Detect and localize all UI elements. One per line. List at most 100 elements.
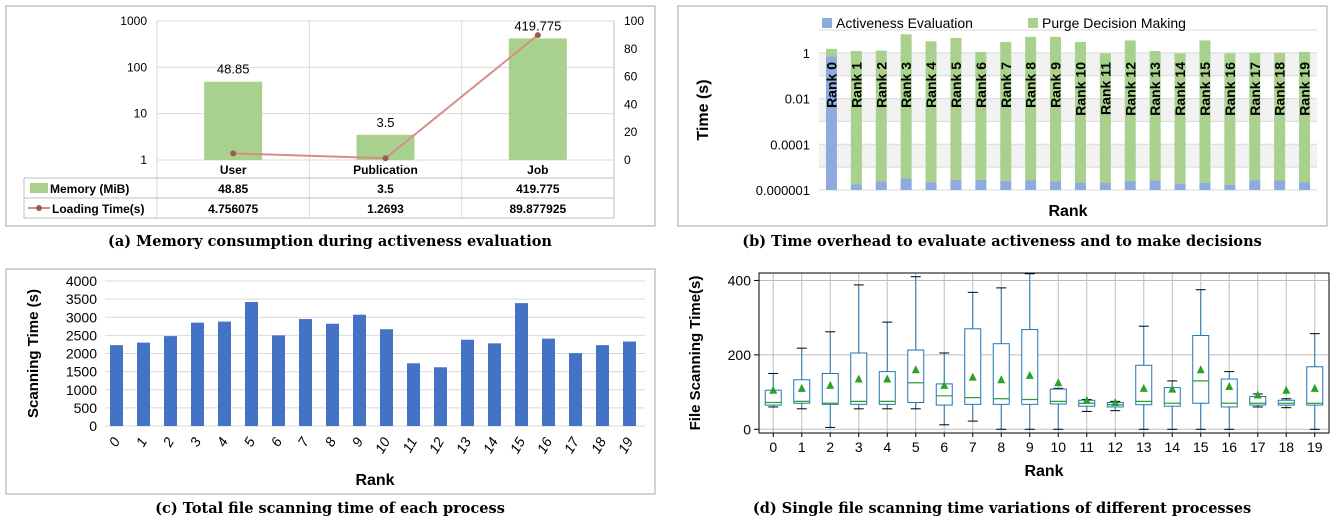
legend-swatch-activeness bbox=[822, 18, 832, 28]
bar-activeness bbox=[876, 181, 887, 190]
y-tick-label: 0 bbox=[89, 418, 97, 434]
legend-label-memory: Memory (MiB) bbox=[50, 182, 129, 196]
legend-swatch-memory bbox=[30, 183, 48, 193]
bar-category-label: Rank 18 bbox=[1272, 62, 1288, 116]
bar-scanning-time bbox=[353, 315, 366, 426]
bar-purge bbox=[1050, 37, 1061, 181]
y-tick-label: 2500 bbox=[66, 327, 97, 343]
x-tick-label: 15 bbox=[1193, 439, 1209, 455]
bar-category-label: Rank 17 bbox=[1247, 62, 1263, 116]
bar-scanning-time bbox=[569, 353, 582, 426]
bar-activeness bbox=[1100, 183, 1111, 190]
x-tick-label: 17 bbox=[560, 433, 582, 456]
legend-label-loading: Loading Time(s) bbox=[52, 202, 144, 216]
y-tick-label: 1 bbox=[803, 46, 810, 61]
x-tick-label: 12 bbox=[1107, 439, 1123, 455]
mean-marker bbox=[1254, 391, 1262, 399]
y-tick-label: 4000 bbox=[66, 273, 97, 289]
bar-scanning-time bbox=[137, 343, 150, 426]
y-tick-label: 0 bbox=[743, 421, 751, 437]
bar-category-label: Rank 6 bbox=[973, 62, 989, 108]
bar-category-label: Rank 7 bbox=[998, 62, 1014, 108]
x-axis-title: Rank bbox=[1024, 463, 1063, 480]
y-tick-label: 400 bbox=[728, 272, 752, 288]
bar-activeness bbox=[901, 178, 912, 190]
bar-category-label: Rank 5 bbox=[948, 62, 964, 108]
bar-scanning-time bbox=[623, 342, 636, 426]
grid-band bbox=[819, 144, 1317, 167]
bar-scanning-time bbox=[407, 363, 420, 426]
mean-marker bbox=[1111, 398, 1119, 406]
y2-tick-label: 40 bbox=[624, 97, 638, 111]
bar-scanning-time bbox=[164, 336, 177, 426]
bar-activeness bbox=[1025, 181, 1036, 190]
table-cell-memory: 419.775 bbox=[516, 182, 560, 196]
bar-activeness bbox=[1000, 181, 1011, 190]
grid-band bbox=[819, 53, 1317, 76]
bar-activeness bbox=[1150, 181, 1161, 190]
legend-marker-loading bbox=[36, 205, 42, 211]
x-tick-label: 11 bbox=[399, 435, 420, 456]
chart-d-boxplot: 0200400File Scanning Time(s)Rank0 1 2 3 4 5 6 7… bbox=[672, 265, 1333, 497]
legend-label-purge: Purge Decision Making bbox=[1042, 15, 1186, 31]
bar-scanning-time bbox=[245, 302, 258, 426]
x-tick-label: 3 bbox=[186, 434, 204, 449]
bar-category-label: Rank 8 bbox=[1023, 62, 1039, 108]
x-tick-label: 16 bbox=[1221, 439, 1237, 455]
x-tick-label: 7 bbox=[294, 433, 312, 449]
x-tick-label: 18 bbox=[587, 434, 609, 456]
y-tick-label: 3500 bbox=[66, 291, 97, 307]
x-tick-label: 19 bbox=[1307, 439, 1323, 455]
x-category-label: Publication bbox=[353, 163, 418, 177]
mean-marker bbox=[1054, 378, 1062, 386]
bar-category-label: Rank 1 bbox=[848, 62, 864, 108]
y2-tick-label: 80 bbox=[624, 42, 638, 56]
bar-activeness bbox=[1224, 185, 1235, 190]
bar-scanning-time bbox=[461, 340, 474, 426]
y-tick-label: 1 bbox=[140, 153, 147, 167]
caption-b: (b) Time overhead to evaluate activeness… bbox=[672, 233, 1332, 250]
table-cell-memory: 3.5 bbox=[377, 182, 394, 196]
x-category-label: Job bbox=[527, 163, 548, 177]
y2-tick-label: 60 bbox=[624, 70, 638, 84]
bar-scanning-time bbox=[191, 323, 204, 426]
y-tick-label: 3000 bbox=[66, 309, 97, 325]
box bbox=[965, 329, 981, 405]
bar-category-label: Rank 19 bbox=[1297, 62, 1313, 116]
x-tick-label: 1 bbox=[132, 435, 150, 450]
y-tick-label: 200 bbox=[728, 347, 752, 363]
x-tick-label: 6 bbox=[267, 434, 285, 449]
point-loading-time bbox=[383, 155, 389, 161]
bar-scanning-time bbox=[596, 345, 609, 426]
bar-activeness bbox=[1125, 181, 1136, 190]
bar-purge bbox=[826, 49, 837, 57]
chart-c-scanning-time: 05001000150020002500300035004000Scanning… bbox=[0, 265, 662, 497]
x-tick-label: 7 bbox=[969, 439, 977, 455]
bar-activeness bbox=[1075, 183, 1086, 190]
point-loading-time bbox=[230, 150, 236, 156]
bar-activeness bbox=[1249, 180, 1260, 190]
x-tick-label: 8 bbox=[321, 434, 339, 449]
y-tick-label: 500 bbox=[74, 400, 98, 416]
legend-label-activeness: Activeness Evaluation bbox=[836, 15, 973, 31]
bar-activeness bbox=[1274, 181, 1285, 190]
x-tick-label: 2 bbox=[159, 434, 177, 450]
bar-value-label: 48.85 bbox=[217, 62, 250, 77]
x-tick-label: 0 bbox=[769, 439, 777, 455]
point-loading-time bbox=[535, 32, 541, 38]
y2-tick-label: 20 bbox=[624, 125, 638, 139]
bar-activeness bbox=[851, 184, 862, 190]
mean-marker bbox=[1282, 386, 1290, 394]
bar-category-label: Rank 11 bbox=[1097, 62, 1113, 115]
y-tick-label: 100 bbox=[127, 60, 147, 74]
bar-activeness bbox=[1175, 184, 1186, 190]
bar-value-label: 3.5 bbox=[376, 115, 394, 130]
x-tick-label: 0 bbox=[105, 434, 123, 449]
x-tick-label: 19 bbox=[614, 434, 636, 456]
x-tick-label: 13 bbox=[1136, 439, 1152, 455]
bar-category-label: Rank 9 bbox=[1048, 62, 1064, 108]
bar-activeness bbox=[1050, 181, 1061, 190]
bar-category-label: Rank 0 bbox=[823, 62, 839, 108]
bar-scanning-time bbox=[542, 339, 555, 426]
x-tick-label: 10 bbox=[371, 434, 393, 456]
